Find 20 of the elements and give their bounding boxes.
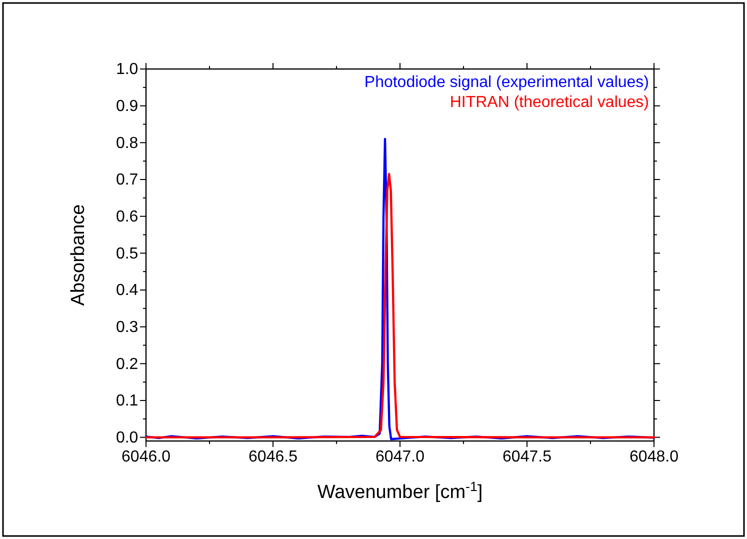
x-tick-label: 6046.0 <box>122 448 171 466</box>
y-tick-label: 0.9 <box>116 98 138 115</box>
y-tick-label: 0.6 <box>116 208 138 226</box>
y-tick-label: 0.5 <box>116 245 138 262</box>
y-tick-label: 1.0 <box>116 61 138 78</box>
y-tick-label: 0.2 <box>116 356 138 373</box>
text: Photodiode signal (experimental values) <box>364 74 649 91</box>
y-tick-label: 0.7 <box>116 172 138 189</box>
y-tick-label: 0.1 <box>116 392 138 410</box>
x-tick-label: 6047.5 <box>502 448 552 466</box>
x-tick-label: 6047.0 <box>376 448 425 466</box>
x-axis-title: Wavenumber [cm$^{-1}$] <box>317 478 483 503</box>
y-axis-title: Absorbance <box>68 204 89 306</box>
y-tick-label: 0.3 <box>116 318 138 336</box>
text: HITRAN (theoretical values) <box>450 94 649 111</box>
x-tick-label: 6048.0 <box>630 448 679 466</box>
y-tick-label: 0.8 <box>116 134 138 152</box>
x-tick-label: 6046.5 <box>248 448 298 466</box>
y-tick-label: 0.0 <box>116 429 138 446</box>
y-tick-label: 0.4 <box>116 282 138 300</box>
